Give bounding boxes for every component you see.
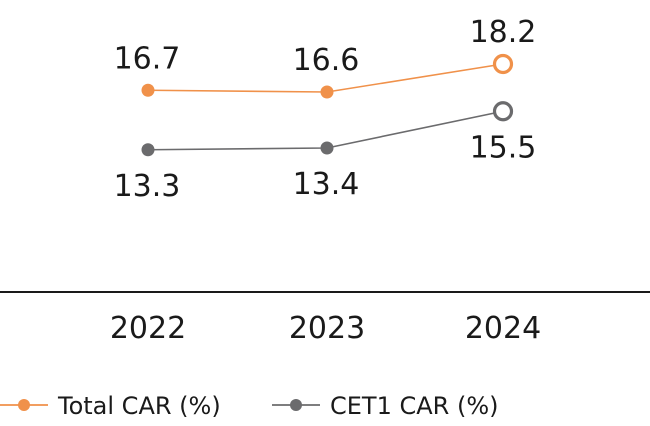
legend: Total CAR (%) CET1 CAR (%)	[0, 392, 499, 420]
x-tick-label-2: 2024	[465, 311, 541, 346]
legend-item-1: CET1 CAR (%)	[272, 392, 499, 420]
data-point-0-2	[492, 53, 514, 75]
data-point-0-1	[320, 85, 334, 99]
x-tick-label-1: 2023	[289, 311, 365, 346]
data-label-0-1: 16.6	[293, 43, 360, 78]
data-point-1-1	[320, 141, 334, 155]
data-point-0-0	[141, 83, 155, 97]
data-label-0-0: 16.7	[114, 41, 181, 76]
legend-item-0: Total CAR (%)	[0, 392, 221, 420]
series-layer	[141, 53, 514, 157]
legend-label-0: Total CAR (%)	[57, 392, 221, 420]
data-label-1-2: 15.5	[470, 130, 537, 165]
x-tick-layer: 2022 2023 2024	[110, 311, 541, 346]
value-label-layer: 16.7 16.6 18.2 13.3 13.4 15.5	[114, 15, 537, 204]
data-label-0-2: 18.2	[470, 15, 537, 50]
data-point-1-2	[492, 101, 514, 122]
legend-marker-1	[290, 399, 302, 411]
data-point-1-0	[141, 143, 155, 157]
data-label-1-0: 13.3	[114, 169, 181, 204]
legend-marker-0	[18, 399, 30, 411]
x-tick-label-0: 2022	[110, 311, 186, 346]
data-label-1-1: 13.4	[293, 167, 360, 202]
legend-label-1: CET1 CAR (%)	[330, 392, 499, 420]
